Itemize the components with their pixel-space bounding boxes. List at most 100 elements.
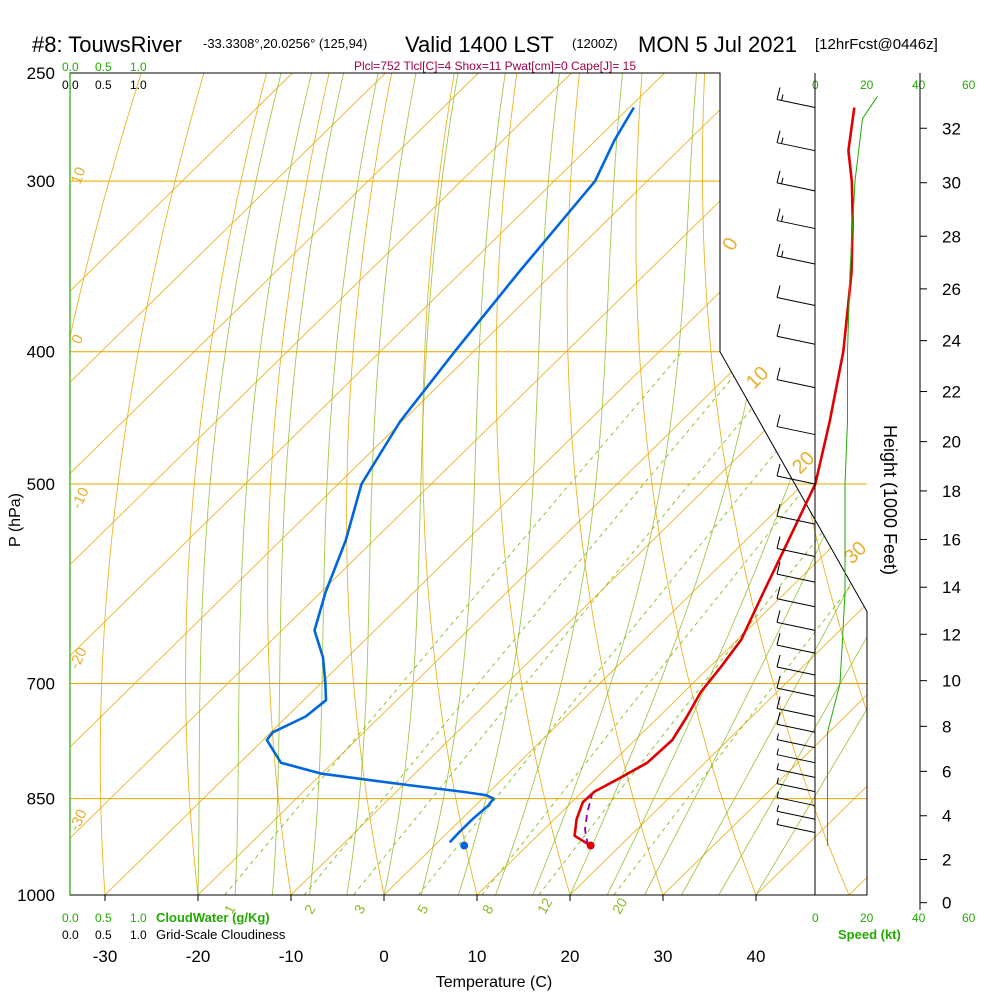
mixing-ratio-label: 2 <box>301 902 319 917</box>
wind-barb-flag <box>776 367 781 380</box>
wind-barb-flag <box>776 586 781 599</box>
dry-adiabat-line <box>185 73 267 895</box>
height-tick-label: 0 <box>942 894 951 913</box>
wind-barb-shaft <box>776 797 816 807</box>
wind-barb-half <box>781 250 784 258</box>
isotherm-line <box>70 73 293 895</box>
speed-tick-top-1: 20 <box>860 78 874 92</box>
height-tick-label: 32 <box>942 119 961 138</box>
station-coords: -33.3308°,20.0256° (125,94) <box>203 36 367 51</box>
wind-barb-half <box>781 177 784 184</box>
wind-barb-shaft <box>776 768 816 778</box>
wind-barb-half <box>776 805 779 812</box>
wind-barb <box>776 463 816 485</box>
wind-barb-flag <box>776 712 781 725</box>
wind-barb-shaft <box>776 783 816 793</box>
height-tick-label: 26 <box>942 280 961 299</box>
wind-barb-shaft <box>776 99 816 109</box>
moist-adiabat-label: 0 <box>718 234 743 255</box>
height-tick-label: 22 <box>942 383 961 402</box>
zulu-time: (1200Z) <box>572 36 618 51</box>
wind-barb-shaft <box>776 754 816 764</box>
height-tick-label: 20 <box>942 433 961 452</box>
mixing-ratio-label: 20 <box>609 895 631 917</box>
wind-barb <box>776 632 816 654</box>
p-tick-label-1000: 1000 <box>17 886 55 905</box>
wind-barb-shaft <box>776 707 816 717</box>
speed-tick-top-3: 60 <box>962 78 976 92</box>
moist-adiabat-line <box>309 73 379 895</box>
moist-adiabat-line <box>234 73 312 895</box>
height-tick-label: 10 <box>942 672 961 691</box>
wind-barb <box>776 748 816 764</box>
wind-barb <box>776 243 816 265</box>
dry-adiabat-line <box>422 73 478 895</box>
wind-barb-shaft <box>776 666 816 676</box>
wind-barb-shaft <box>776 335 816 345</box>
parcel-line <box>584 794 593 846</box>
wind-barb-flag <box>776 463 781 477</box>
wind-barb <box>776 285 816 306</box>
wind-barb-flag <box>776 130 781 143</box>
height-tick-label: 30 <box>942 174 961 193</box>
wind-barb-half <box>781 215 784 222</box>
height-tick-label: 18 <box>942 482 961 501</box>
isotherm-line <box>662 73 867 895</box>
wind-barb <box>776 170 816 192</box>
cloudiness-scale-top-1: 0.5 <box>95 78 112 92</box>
mixing-ratio-label: 3 <box>351 902 369 917</box>
cloud-scale-top-2: 1.0 <box>130 60 147 74</box>
wind-barb <box>776 536 816 557</box>
moist-adiabat-line <box>644 73 867 895</box>
p-tick-label-250: 250 <box>27 64 55 83</box>
cloud-scale-top-1: 0.5 <box>95 60 112 74</box>
wind-barb <box>776 763 816 778</box>
dry-adiabat-line <box>955 73 1000 895</box>
cloudwater-label: CloudWater (g/Kg) <box>156 910 270 925</box>
wind-barb-flag <box>776 696 781 709</box>
wind-barb-shaft <box>776 182 816 192</box>
cloud-scale-bottom-2: 1.0 <box>130 911 147 925</box>
wind-barb-half <box>781 137 784 144</box>
height-tick-label: 16 <box>942 530 961 549</box>
wind-barb <box>776 87 816 109</box>
mixing-ratio-line <box>481 351 867 895</box>
speed-tick-bottom-3: 60 <box>962 911 976 925</box>
speed-tick-top-2: 40 <box>912 78 926 92</box>
wind-barb-flag <box>776 536 781 549</box>
grid-clip <box>70 73 1000 895</box>
cloudiness-label: Grid-Scale Cloudiness <box>156 927 286 942</box>
dry-adiabat-label: 10 <box>68 165 90 186</box>
cloudiness-scale-bottom-2: 1.0 <box>130 928 147 942</box>
dry-adiabat-line <box>70 73 142 895</box>
x-tick-label: 40 <box>747 947 766 966</box>
stability-indices: Plcl=752 Tlcl[C]=4 Shox=11 Pwat[cm]=0 Ca… <box>354 59 636 73</box>
wind-barb-shaft <box>776 142 816 152</box>
p-tick-label-850: 850 <box>27 790 55 809</box>
cloud-scale-top-0: 0.0 <box>62 60 79 74</box>
height-tick-label: 14 <box>942 578 961 597</box>
wind-barb-shaft <box>776 573 816 583</box>
cloud-scale-bottom-0: 0.0 <box>62 911 79 925</box>
moist-adiabat-line <box>532 73 697 895</box>
wind-barb-half <box>781 94 784 101</box>
dry-adiabat-line <box>267 73 330 895</box>
p-tick-label-300: 300 <box>27 172 55 191</box>
moist-adiabat-line <box>271 73 345 895</box>
dry-adiabat-label: 0 <box>68 332 87 347</box>
moist-adiabat-line <box>495 73 623 895</box>
moist-adiabat-line <box>346 73 417 895</box>
wind-barb-flag <box>776 243 781 257</box>
wind-barb <box>776 503 816 525</box>
wind-barb-flag <box>776 610 781 623</box>
surface-temp-marker <box>586 841 595 850</box>
wind-barb-shaft <box>776 644 816 654</box>
wind-barb-flag <box>776 324 781 337</box>
forecast-tag: [12hrFcst@0446z] <box>815 36 938 53</box>
wind-barb-flag <box>776 654 781 668</box>
wind-barb <box>776 562 816 583</box>
height-tick-label: 6 <box>942 762 951 781</box>
station-title: #8: TouwsRiver <box>32 32 182 57</box>
x-tick-label: 0 <box>379 947 388 966</box>
